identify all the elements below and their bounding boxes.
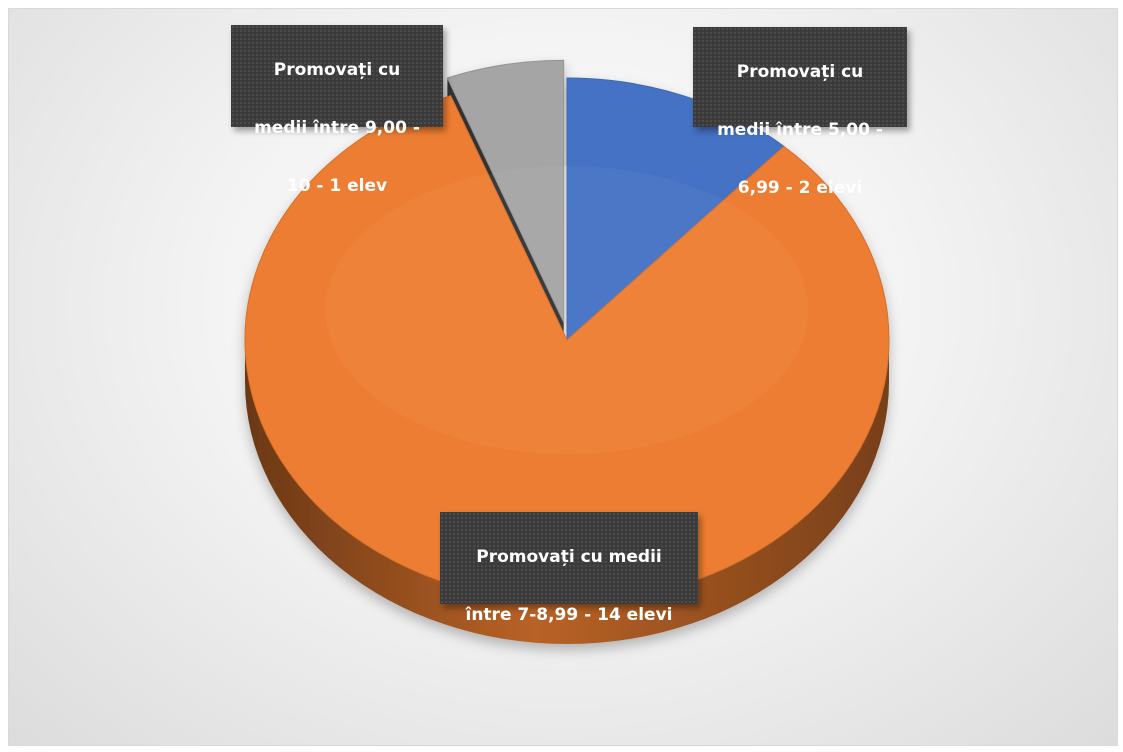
data-label-9-10: Promovați cu medii între 9,00 - 10 - 1 e… (231, 25, 443, 196)
pie-slice-side (245, 340, 889, 644)
pie-highlight (325, 165, 809, 455)
label-line: Promovați cu (273, 60, 401, 80)
label-line: între 7-8,99 - 14 elevi (465, 605, 673, 625)
data-label-5-6-99: Promovați cu medii între 5,00 - 6,99 - 2… (693, 27, 907, 198)
label-line: 6,99 - 2 elevi (737, 178, 863, 198)
data-label-7-8-99: Promovați cu medii între 7-8,99 - 14 ele… (440, 512, 698, 625)
label-line: 10 - 1 elev (286, 176, 388, 196)
label-line: Promovați cu medii (476, 547, 662, 567)
label-line: Promovați cu (736, 62, 864, 82)
label-line: medii între 9,00 - (254, 118, 420, 138)
label-line: medii între 5,00 - (717, 120, 883, 140)
